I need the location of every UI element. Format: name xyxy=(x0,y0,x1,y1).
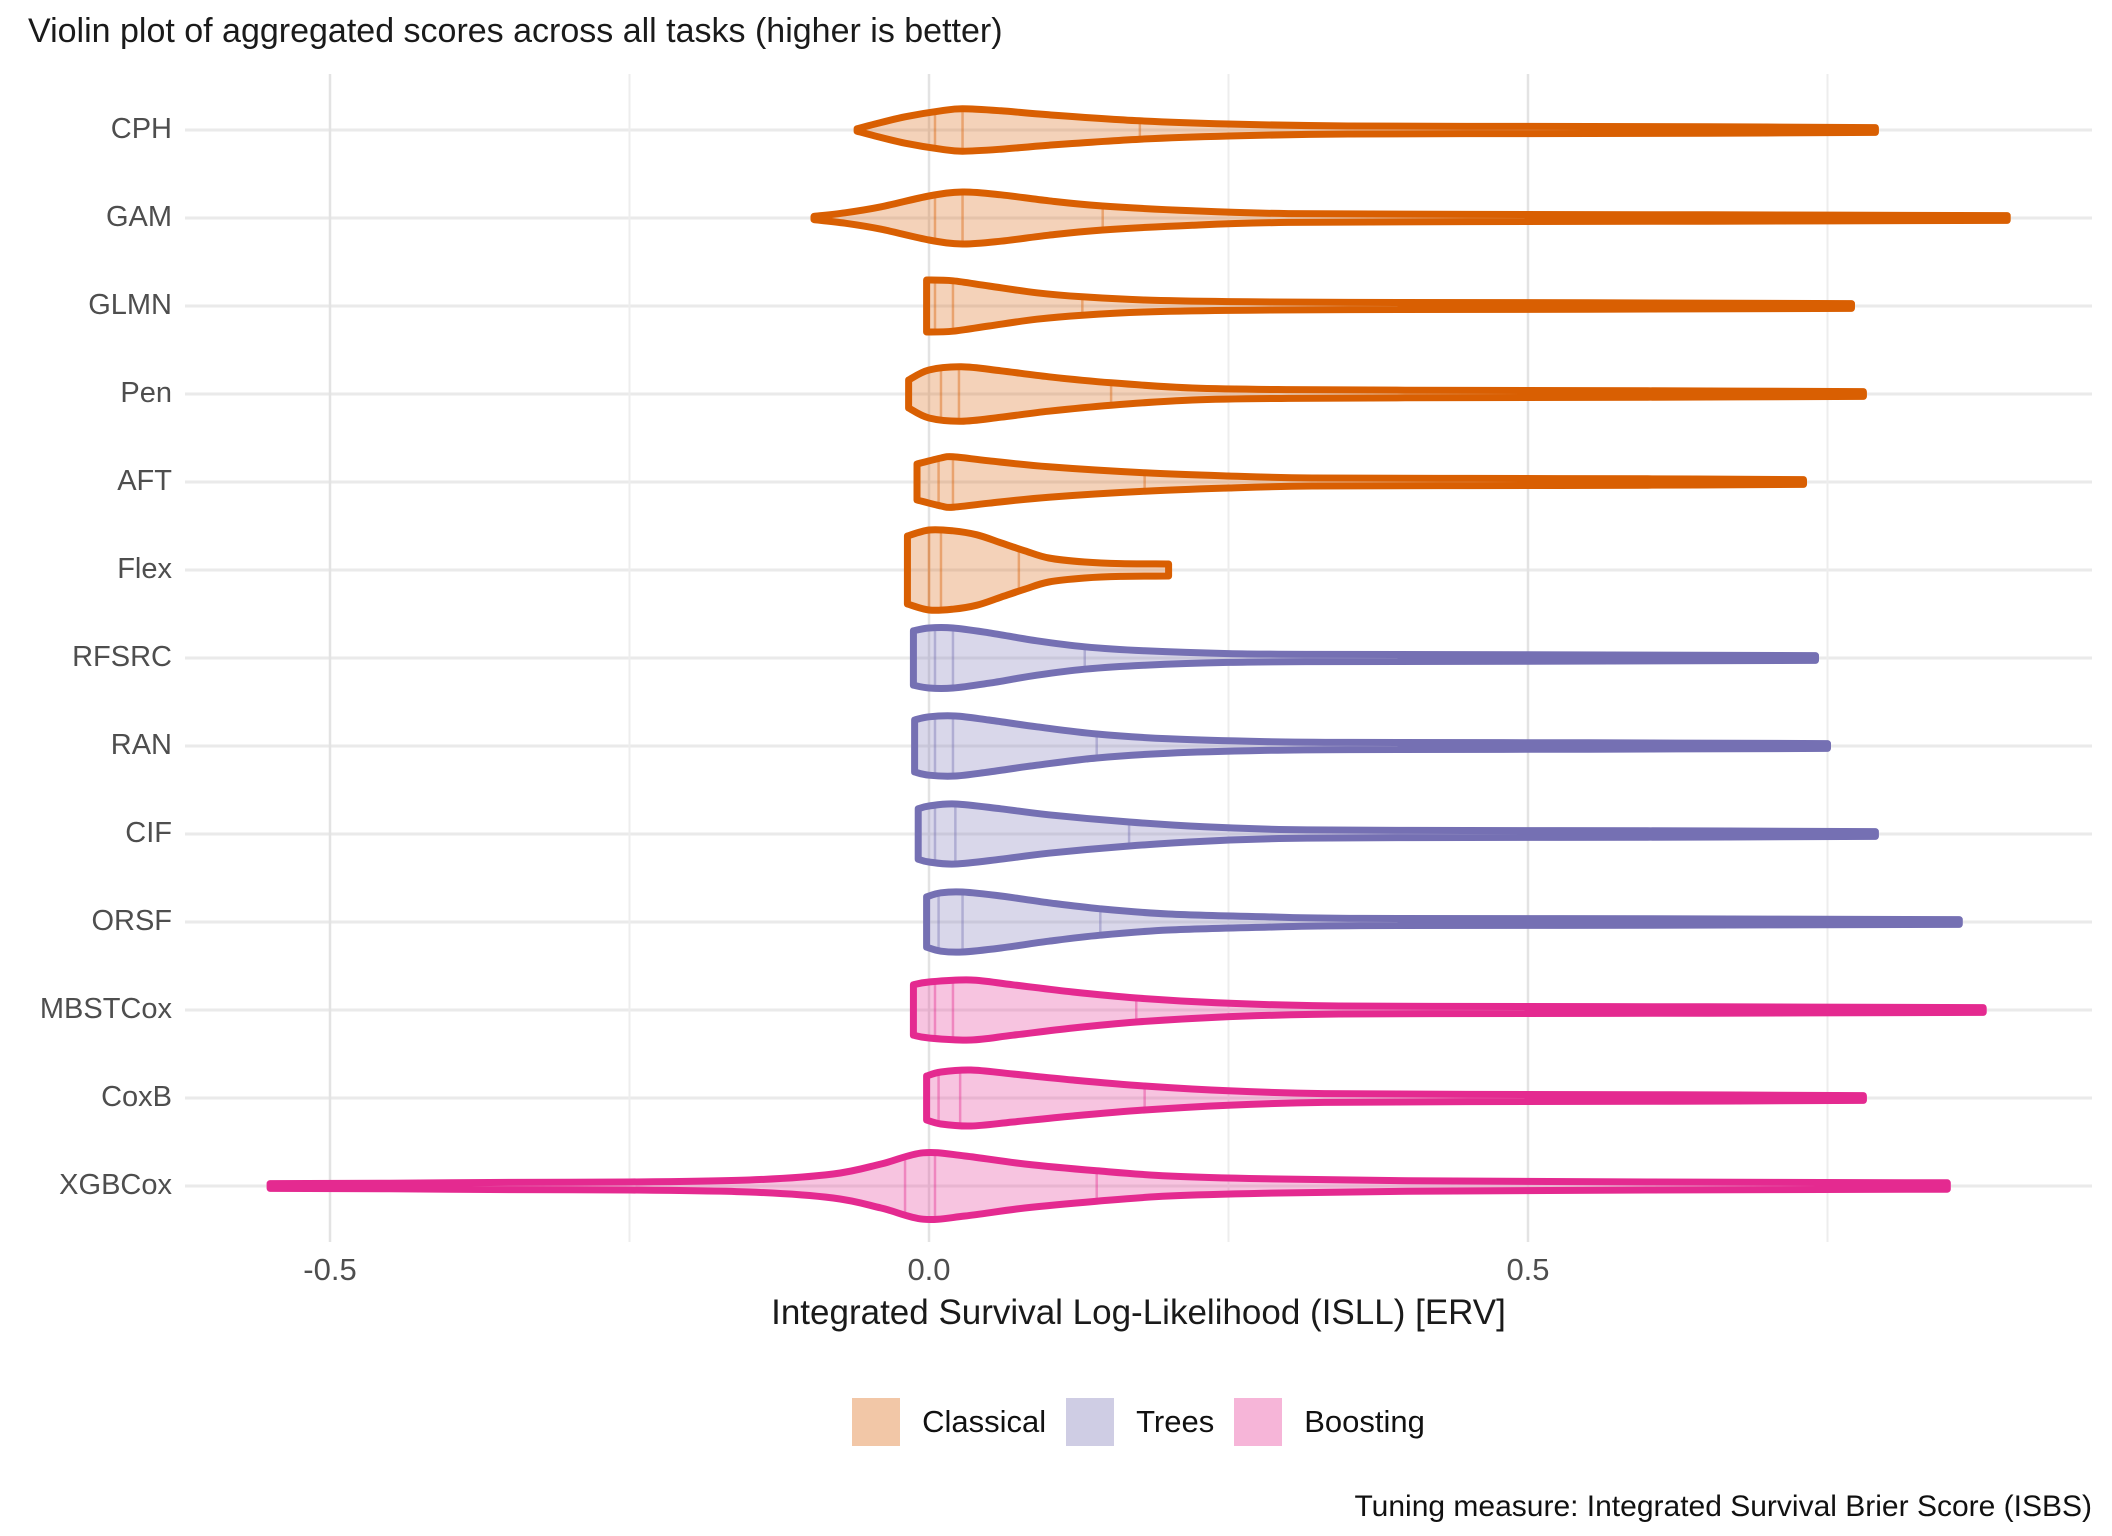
y-axis-label-XGBCox: XGBCox xyxy=(59,1168,172,1201)
y-axis-label-RAN: RAN xyxy=(110,728,172,761)
violin-GAM xyxy=(810,188,2011,248)
violin-shape-Pen xyxy=(905,363,1867,425)
violin-shape-AFT xyxy=(913,453,1808,511)
legend: Classical Trees Boosting xyxy=(185,1398,2092,1446)
y-axis-label-CPH: CPH xyxy=(110,112,172,145)
violin-CIF xyxy=(914,800,1879,868)
violin-shape-CIF xyxy=(914,800,1879,868)
y-axis-label-CoxB: CoxB xyxy=(101,1080,172,1113)
legend-item-classical: Classical xyxy=(852,1398,1046,1446)
legend-item-trees: Trees xyxy=(1066,1398,1214,1446)
violin-shape-CPH xyxy=(853,105,1879,155)
y-axis-label-CIF: CIF xyxy=(125,816,172,849)
gridlines xyxy=(185,74,2092,1242)
x-tick-label-0.5: 0.5 xyxy=(1506,1252,1550,1287)
violin-shape-ORSF xyxy=(923,888,1963,956)
y-axis-label-MBSTCox: MBSTCox xyxy=(39,992,172,1025)
legend-swatch-boosting xyxy=(1234,1398,1283,1446)
violin-shape-GLMN xyxy=(923,276,1855,336)
x-tick-label--0.5: -0.5 xyxy=(303,1252,357,1287)
violin-CoxB xyxy=(923,1066,1867,1130)
legend-label-boosting: Boosting xyxy=(1304,1404,1425,1439)
violin-RFSRC xyxy=(909,624,1820,692)
violin-MBSTCox xyxy=(909,976,1987,1044)
y-axis-label-GLMN: GLMN xyxy=(88,288,172,321)
violin-CPH xyxy=(853,105,1879,155)
violin-AFT xyxy=(913,453,1808,511)
legend-label-trees: Trees xyxy=(1136,1404,1215,1439)
violin-shape-GAM xyxy=(810,188,2011,248)
violin-XGBCox xyxy=(266,1148,1951,1224)
violin-GLMN xyxy=(923,276,1855,336)
violin-shape-MBSTCox xyxy=(909,976,1987,1044)
y-axis-label-Flex: Flex xyxy=(117,552,172,585)
y-axis-label-ORSF: ORSF xyxy=(91,904,172,937)
legend-item-boosting: Boosting xyxy=(1234,1398,1425,1446)
violin-Pen xyxy=(905,363,1867,425)
violin-shape-RFSRC xyxy=(909,624,1820,692)
x-tick-label-0.0: 0.0 xyxy=(907,1252,951,1287)
footer-caption: Tuning measure: Integrated Survival Brie… xyxy=(1354,1490,2092,1523)
violin-ORSF xyxy=(923,888,1963,956)
y-axis-label-RFSRC: RFSRC xyxy=(72,640,172,673)
y-axis-label-Pen: Pen xyxy=(120,376,172,409)
violin-shape-RAN xyxy=(911,712,1831,780)
violin-shape-Flex xyxy=(903,526,1173,614)
violin-RAN xyxy=(911,712,1831,780)
legend-swatch-classical xyxy=(852,1398,901,1446)
legend-swatch-trees xyxy=(1066,1398,1115,1446)
y-axis-label-GAM: GAM xyxy=(105,200,172,233)
chart-title: Violin plot of aggregated scores across … xyxy=(28,12,1003,50)
violin-shape-XGBCox xyxy=(266,1148,1951,1224)
violin-Flex xyxy=(903,526,1173,614)
y-axis-label-AFT: AFT xyxy=(117,464,172,497)
violin-shape-CoxB xyxy=(923,1066,1867,1130)
legend-label-classical: Classical xyxy=(922,1404,1047,1439)
x-axis-title: Integrated Survival Log-Likelihood (ISLL… xyxy=(771,1293,1506,1332)
